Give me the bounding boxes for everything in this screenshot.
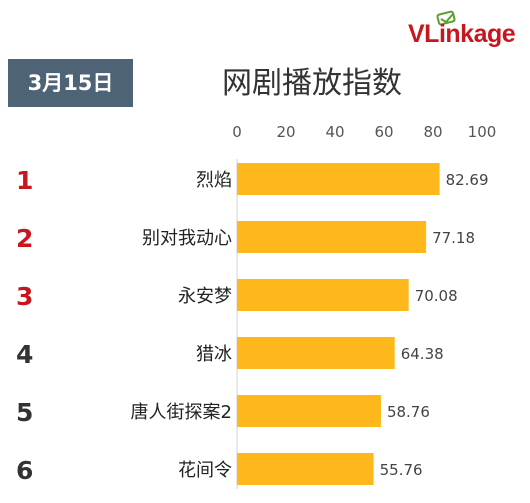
bar (237, 163, 440, 195)
data-label: 64.38 (401, 345, 444, 363)
x-tick-label: 60 (374, 123, 393, 141)
logo-text-suffix: age (473, 20, 516, 48)
category-label: 唐人街探案2 (131, 402, 232, 423)
chart-title: 网剧播放指数 (222, 66, 402, 101)
data-label: 58.76 (387, 403, 430, 421)
x-tick-label: 100 (468, 123, 497, 141)
category-label: 猎冰 (196, 344, 232, 365)
bar (237, 279, 409, 311)
category-label: 烈焰 (196, 170, 232, 191)
logo-mark-icon (436, 10, 456, 26)
bar (237, 337, 395, 369)
rank-number: 1 (16, 166, 33, 195)
rank-number: 3 (16, 282, 33, 311)
x-tick-label: 80 (423, 123, 442, 141)
logo-text: VLinkage (408, 20, 516, 48)
category-label: 别对我动心 (142, 228, 232, 249)
bar (237, 395, 381, 427)
bar (237, 221, 427, 253)
rank-number: 6 (16, 456, 33, 485)
bar (237, 453, 374, 485)
date-badge: 3月15日 (8, 59, 133, 107)
rank-number: 4 (16, 340, 33, 369)
x-tick-label: 0 (232, 123, 242, 141)
data-label: 82.69 (446, 171, 489, 189)
x-tick-label: 20 (276, 123, 295, 141)
rank-number: 2 (16, 224, 33, 253)
data-label: 55.76 (380, 461, 423, 479)
data-label: 70.08 (415, 287, 458, 305)
category-label: 永安梦 (178, 286, 232, 307)
category-label: 花间令 (178, 460, 232, 481)
x-tick-label: 40 (325, 123, 344, 141)
logo-text-primary: VLink (408, 20, 474, 48)
vlinkage-logo: VLinkage (408, 10, 530, 50)
data-label: 77.18 (432, 229, 475, 247)
rank-number: 5 (16, 398, 33, 427)
